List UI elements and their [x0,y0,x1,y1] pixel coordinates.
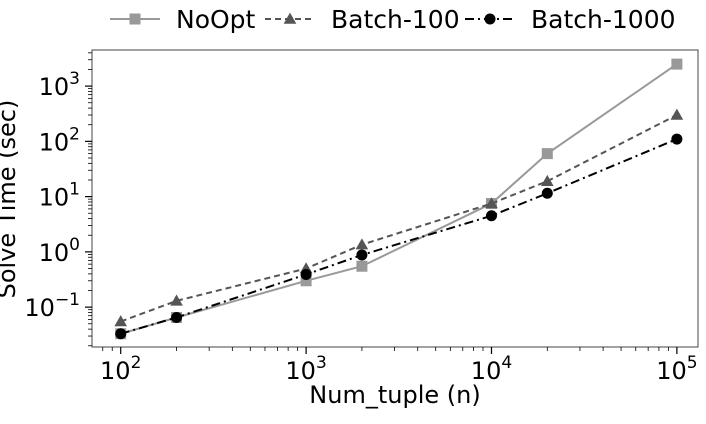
series-batch-1000 [115,133,683,340]
data-point [540,174,554,186]
y-tick-label: 10−1 [24,290,80,322]
plot-frame [91,49,699,348]
x-axis: 102 103 104 105 [100,347,698,385]
data-point [485,197,498,209]
legend-marker [484,13,496,25]
x-tick-label: 105 [656,353,697,385]
data-point [670,108,684,120]
data-point [170,294,183,306]
x-axis-label: Num_tuple (n) [309,381,480,409]
y-tick-label: 103 [39,69,80,101]
x-tick-label: 102 [100,353,141,385]
data-point [541,187,553,199]
series-noopt [115,58,683,340]
data-point [485,210,497,222]
legend-entry: Batch-100 [265,5,460,34]
x-tick-label: 103 [285,353,326,385]
data-point [115,328,127,340]
x-tick-label: 104 [471,353,512,385]
y-tick-label: 101 [39,180,80,212]
series-line [120,63,678,335]
y-tick-label: 102 [39,124,80,156]
series-line [120,138,678,335]
data-point [114,315,128,327]
legend-marker [283,12,297,24]
data-point [671,58,683,70]
legend-label: NoOpt [176,5,256,34]
legend-label: Batch-1000 [531,5,676,34]
legend-marker [129,13,141,25]
data-point [356,260,368,272]
y-tick-label: 100 [39,235,80,267]
legend: NoOpt Batch-100 Batch-1000 [110,5,676,34]
legend-label: Batch-100 [331,5,460,34]
series-line [120,114,678,323]
y-axis: 10−1 100 101 102 103 [24,52,92,347]
plot-area [91,49,699,348]
data-point [300,275,312,287]
data-point [355,238,369,250]
legend-entry: Batch-1000 [465,5,676,34]
y-axis-label: Solve Time (sec) [0,100,21,299]
data-point [671,133,683,145]
legend-entry: NoOpt [110,5,256,34]
data-point [300,268,312,280]
data-point [356,249,368,261]
series-batch-100 [114,108,684,327]
data-point [171,311,183,323]
data-point [541,148,553,160]
